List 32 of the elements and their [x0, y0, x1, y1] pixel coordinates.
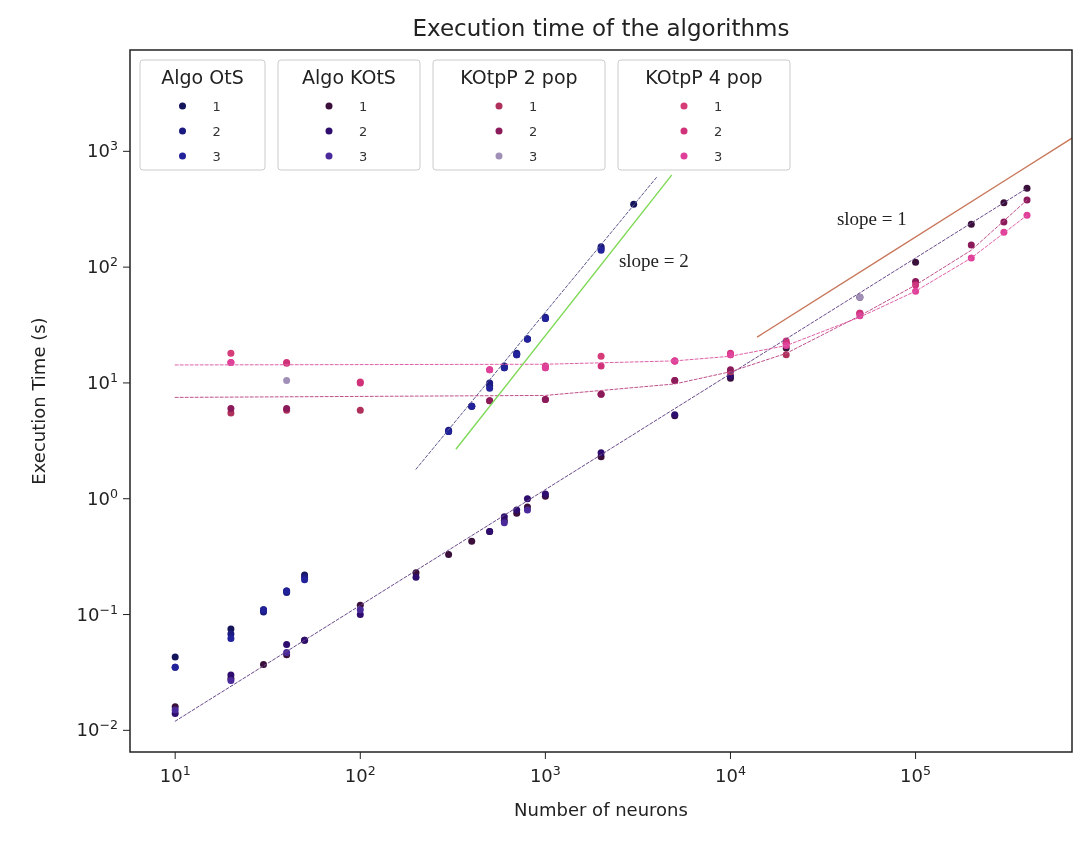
y-tick-label: 10$^{3}$ [87, 137, 118, 162]
annotation: Algo OtS [161, 66, 244, 88]
legend-label: 3 [529, 149, 538, 164]
annotation: KOtpP 4 pop [645, 66, 763, 88]
legend-label: 1 [714, 99, 723, 114]
y-tick-label: 10$^{−1}$ [76, 601, 118, 625]
annotation: slope = 2 [618, 250, 689, 272]
x-axis-title: Number of neurons [514, 799, 688, 820]
legend-label: 3 [212, 149, 221, 164]
x-tick-label: 10$^{3}$ [529, 762, 561, 786]
legend-label: 3 [359, 149, 368, 164]
annotation: slope = 1 [836, 208, 907, 230]
x-tick-label: 10$^{1}$ [159, 762, 191, 786]
y-tick-label: 10$^{1}$ [87, 369, 118, 393]
legend-label: 1 [359, 99, 368, 114]
legend-label: 2 [529, 124, 538, 139]
x-tick-label: 10$^{2}$ [344, 762, 376, 786]
y-axis-title: Execution Time (s) [28, 317, 49, 485]
legend-label: 1 [529, 99, 538, 114]
chart-title: Execution time of the algorithms [412, 15, 790, 41]
x-tick-label: 10$^{5}$ [900, 762, 932, 786]
annotation: KOtpP 2 pop [460, 66, 578, 88]
legend-label: 2 [359, 124, 368, 139]
legend-label: 2 [212, 124, 221, 139]
x-tick-label: 10$^{4}$ [715, 762, 746, 786]
legend-label: 3 [714, 149, 723, 164]
y-tick-label: 10$^{2}$ [87, 253, 118, 278]
y-tick-label: 10$^{0}$ [87, 485, 118, 509]
y-tick-label: 10$^{−2}$ [76, 716, 118, 741]
legend-label: 1 [212, 99, 221, 114]
annotation: Algo KOtS [302, 66, 396, 88]
legend-label: 2 [714, 124, 723, 139]
